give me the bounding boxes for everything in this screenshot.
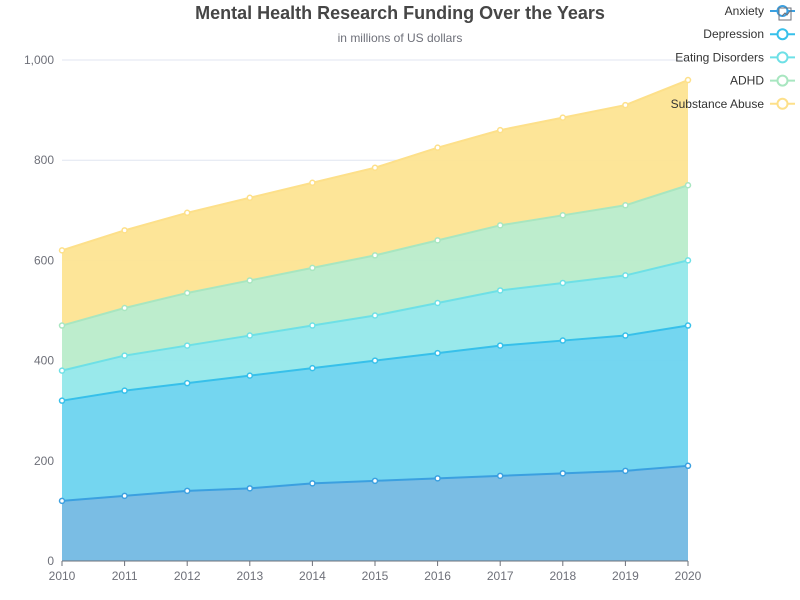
y-tick-label: 1,000 — [24, 53, 54, 67]
data-point[interactable] — [371, 252, 379, 259]
data-point[interactable] — [434, 299, 441, 307]
data-point[interactable] — [309, 264, 316, 272]
legend-item-adhd[interactable]: ADHD — [730, 74, 795, 88]
area-adhd — [62, 185, 688, 371]
data-point[interactable] — [434, 475, 441, 482]
x-tick-label: 2017 — [487, 569, 514, 583]
area-substance-abuse — [62, 80, 688, 326]
x-tick-label: 2014 — [299, 569, 326, 583]
area-depression — [62, 325, 688, 501]
data-point[interactable] — [622, 202, 629, 209]
area-anxiety — [62, 465, 688, 561]
data-point[interactable] — [371, 357, 379, 364]
data-point[interactable] — [121, 227, 128, 234]
data-point[interactable] — [246, 194, 254, 202]
data-point[interactable] — [559, 470, 567, 477]
data-point[interactable] — [684, 257, 692, 264]
data-point[interactable] — [371, 312, 379, 319]
legend[interactable]: Anxiety Depression Eating Disorders ADHD Sub… — [671, 4, 795, 111]
data-view-icon[interactable] — [778, 7, 792, 21]
x-tick-label: 2020 — [675, 569, 702, 583]
x-tick-label: 2011 — [112, 569, 138, 583]
y-tick-label: 0 — [47, 554, 54, 568]
x-tick-label: 2019 — [612, 569, 639, 583]
data-point[interactable] — [309, 364, 316, 372]
data-point[interactable] — [559, 279, 567, 287]
y-tick-label: 200 — [34, 454, 54, 468]
y-tick-label: 600 — [34, 253, 54, 267]
data-point[interactable] — [246, 332, 254, 339]
data-point[interactable] — [496, 472, 504, 480]
y-tick-label: 800 — [34, 153, 54, 167]
data-point[interactable] — [684, 76, 692, 84]
data-point[interactable] — [622, 272, 629, 279]
x-tick-label: 2013 — [236, 569, 263, 583]
y-tick-label: 400 — [34, 354, 54, 368]
chart-title: Mental Health Research Funding Over the … — [195, 3, 605, 23]
data-point[interactable] — [434, 144, 441, 151]
data-point[interactable] — [371, 164, 379, 171]
data-point[interactable] — [246, 277, 254, 284]
legend-label: Anxiety — [725, 4, 764, 18]
legend-item-eating-disorders[interactable]: Eating Disorders — [675, 50, 795, 64]
x-tick-label: 2016 — [424, 569, 451, 583]
legend-marker — [776, 28, 789, 41]
data-point[interactable] — [121, 492, 128, 500]
data-point[interactable] — [496, 287, 504, 294]
legend-marker — [776, 74, 789, 87]
data-point[interactable] — [246, 372, 254, 379]
data-point[interactable] — [559, 337, 567, 344]
data-point[interactable] — [183, 209, 191, 217]
data-point[interactable] — [684, 322, 692, 329]
data-point[interactable] — [371, 477, 379, 485]
data-point[interactable] — [309, 480, 316, 487]
legend-label: Eating Disorders — [675, 50, 764, 64]
x-tick-label: 2010 — [49, 569, 76, 583]
data-point[interactable] — [684, 182, 692, 189]
data-point[interactable] — [309, 322, 316, 329]
x-tick-label: 2012 — [174, 569, 201, 583]
legend-label: Substance Abuse — [671, 97, 765, 111]
legend-item-depression[interactable]: Depression — [703, 27, 795, 41]
x-tick-label: 2018 — [549, 569, 576, 583]
axes: 0 200 400 600 800 1,000 2010 2011 2012 2013 2014 20… — [24, 53, 702, 583]
data-point[interactable] — [121, 304, 128, 312]
data-point[interactable] — [434, 237, 441, 244]
data-point[interactable] — [496, 222, 504, 229]
data-point[interactable] — [58, 397, 66, 404]
data-point[interactable] — [58, 367, 66, 374]
data-point[interactable] — [622, 332, 629, 339]
data-point[interactable] — [496, 342, 504, 349]
legend-label: Depression — [703, 27, 764, 41]
legend-label: ADHD — [730, 74, 764, 88]
data-point[interactable] — [622, 467, 629, 475]
chart-subtitle: in millions of US dollars — [338, 31, 463, 45]
data-point[interactable] — [246, 485, 254, 492]
data-point[interactable] — [121, 387, 128, 394]
data-point[interactable] — [559, 114, 567, 121]
data-point[interactable] — [559, 212, 567, 219]
data-point[interactable] — [58, 247, 66, 254]
data-point[interactable] — [183, 289, 191, 297]
x-tick-label: 2015 — [362, 569, 389, 583]
data-points — [58, 76, 692, 505]
legend-marker — [776, 97, 789, 110]
data-point[interactable] — [434, 349, 441, 357]
data-point[interactable] — [183, 487, 191, 495]
data-point[interactable] — [622, 101, 629, 109]
data-point[interactable] — [121, 352, 128, 359]
legend-item-substance-abuse[interactable]: Substance Abuse — [671, 97, 795, 111]
data-point[interactable] — [684, 462, 692, 470]
data-point[interactable] — [58, 322, 66, 329]
legend-marker — [776, 51, 789, 64]
data-point[interactable] — [58, 497, 66, 505]
data-point[interactable] — [309, 179, 316, 186]
data-point[interactable] — [183, 379, 191, 387]
legend-item-anxiety[interactable]: Anxiety — [725, 4, 795, 18]
area-eating-disorders — [62, 260, 688, 401]
data-point[interactable] — [496, 126, 504, 134]
area-series — [62, 80, 688, 561]
data-point[interactable] — [183, 342, 191, 349]
